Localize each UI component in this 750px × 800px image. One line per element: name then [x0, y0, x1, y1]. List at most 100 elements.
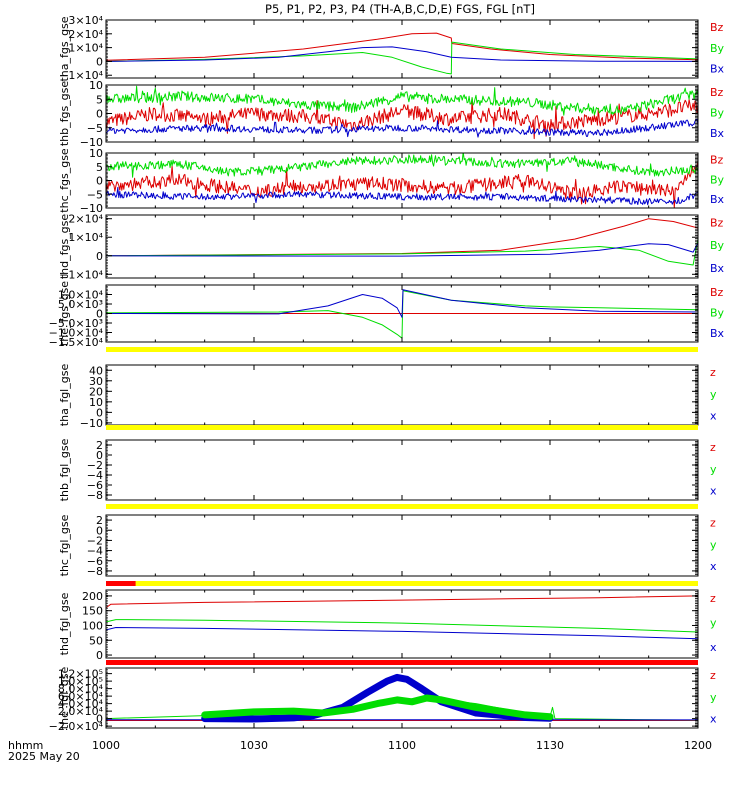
legend-x: x [710, 712, 717, 725]
legend-y: y [710, 617, 717, 630]
y-tick-label: 0 [96, 449, 103, 462]
y-tick-label: 1.2×10⁵ [58, 668, 103, 681]
series-By [106, 238, 698, 266]
x-tick-label: 1200 [684, 739, 712, 752]
legend-Bx: Bx [710, 193, 725, 206]
legend-Bz: Bz [710, 217, 724, 230]
legend-Bz: Bz [710, 154, 724, 167]
y-tick-label: 0 [96, 108, 103, 121]
panel-the_fgs_gse: 1.0×10⁴5.0×10³0−5.0×10³−1.0×10⁴−1.5×10⁴t… [49, 281, 725, 349]
y-tick-label: −10 [80, 136, 103, 149]
y-tick-label: −1×10⁴ [59, 268, 103, 281]
panel-frame [105, 364, 699, 426]
time-axis-label-hhmm: hhmm [8, 739, 43, 752]
y-tick-label: −5 [87, 188, 103, 201]
y-tick-label: 20 [89, 385, 103, 398]
y-tick-label: −1×10⁴ [59, 69, 103, 82]
panel-frame [105, 84, 699, 143]
y-tick-label: 1.0×10⁵ [58, 675, 103, 688]
legend-z: z [710, 366, 716, 379]
y-tick-label: −2 [87, 534, 103, 547]
y-tick-label: 5 [96, 93, 103, 106]
y-tick-label: 2×10⁴ [68, 213, 103, 226]
y-axis-label: thb_fgl_gse [58, 438, 71, 501]
status-bar [106, 504, 698, 509]
legend-y: y [710, 691, 717, 704]
y-tick-label: 50 [89, 634, 103, 647]
y-tick-label: 2×10⁴ [68, 28, 103, 41]
y-tick-label: 30 [89, 375, 103, 388]
y-tick-label: 6.0×10⁴ [58, 690, 104, 703]
x-tick-label: 1100 [388, 739, 416, 752]
legend-z: z [710, 592, 716, 605]
legend-x: x [710, 409, 717, 422]
y-tick-label: 5 [96, 161, 103, 174]
y-tick-label: 10 [89, 147, 103, 160]
legend-z: z [710, 516, 716, 529]
x-tick-label: 1030 [240, 739, 268, 752]
series-Bx [106, 289, 698, 318]
plot-title: P5, P1, P2, P3, P4 (TH-A,B,C,D,E) FGS, F… [265, 2, 535, 16]
y-tick-label: 3×10⁴ [68, 14, 103, 27]
y-tick-label: 0 [96, 649, 103, 662]
series-Bx [106, 46, 698, 62]
time-axis-label-date: 2025 May 20 [8, 750, 80, 763]
legend-z: z [710, 441, 716, 454]
x-tick-label: 1130 [536, 739, 564, 752]
y-axis-label: the_fgl_gse [58, 667, 71, 730]
series-Bz [106, 160, 698, 208]
y-tick-label: 2 [96, 439, 103, 452]
legend-Bx: Bx [710, 63, 725, 76]
y-axis-label: tha_fgs_gse [58, 16, 71, 81]
status-bar-alt [106, 581, 136, 586]
y-tick-label: 4.0×10⁴ [58, 698, 104, 711]
y-tick-label: 10 [89, 79, 103, 92]
y-axis-label: the_fgs_gse [58, 281, 71, 346]
panel-frame [105, 214, 699, 279]
panel-thb_fgl_gse: 20−2−4−6−8 thb_fgl_gse zyx [58, 425, 717, 502]
y-tick-label: 0 [96, 713, 103, 726]
x-tick-label: 1000 [92, 739, 120, 752]
legend-x: x [710, 641, 717, 654]
y-tick-label: −8 [87, 489, 103, 502]
series-Bz [106, 218, 698, 257]
y-axis-label: thb_fgs_gse [58, 81, 71, 147]
y-tick-label: 0 [96, 524, 103, 537]
y-tick-label: 1×10⁴ [68, 231, 103, 244]
y-tick-label: −5 [87, 122, 103, 135]
y-tick-label: 0 [96, 175, 103, 188]
y-axis-label: thd_fgl_gse [58, 592, 71, 655]
y-tick-label: −4 [87, 545, 103, 558]
series-x [201, 673, 554, 723]
y-tick-label: 0 [96, 406, 103, 419]
legend-y: y [710, 388, 717, 401]
series-Bx [106, 118, 698, 138]
y-tick-label: −5.0×10³ [49, 317, 103, 330]
series-Bx [106, 187, 698, 206]
status-bar [106, 347, 698, 352]
y-tick-label: 2.0×10⁴ [58, 705, 104, 718]
y-tick-label: 1×10⁴ [68, 42, 103, 55]
legend-z: z [710, 669, 716, 682]
y-axis-label: thc_fgs_gse [58, 148, 71, 213]
panel-frame [105, 439, 699, 501]
legend-Bx: Bx [710, 262, 725, 275]
y-tick-label: 5.0×10³ [58, 298, 103, 311]
y-tick-label: −4 [87, 469, 103, 482]
legend-By: By [710, 106, 725, 119]
legend-Bz: Bz [710, 86, 724, 99]
y-tick-label: −1.0×10⁴ [49, 327, 104, 340]
legend-Bz: Bz [710, 286, 724, 299]
series-Bz [106, 97, 698, 140]
series-By [106, 85, 698, 116]
legend-By: By [710, 306, 725, 319]
legend-By: By [710, 42, 725, 55]
legend-y: y [710, 463, 717, 476]
y-tick-label: −8 [87, 565, 103, 578]
y-tick-label: 40 [89, 364, 103, 377]
